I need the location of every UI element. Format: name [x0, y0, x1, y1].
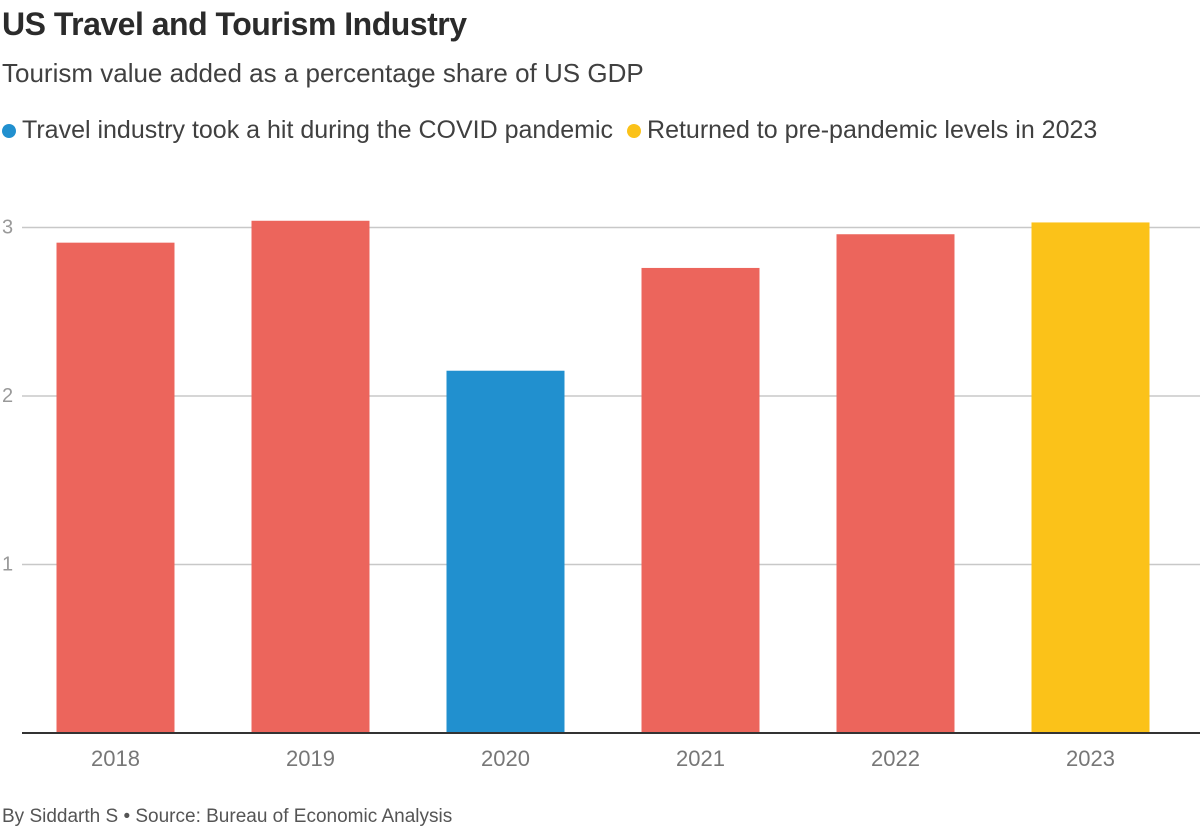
x-tick-label-2020: 2020 [481, 746, 530, 771]
x-tick-label-2023: 2023 [1066, 746, 1115, 771]
bar-2020 [446, 370, 565, 733]
y-tick-label-1: 1 [2, 554, 13, 576]
bar-chart: 1 2 3 2018 2019 2020 2021 2022 2023 [2, 217, 1200, 771]
x-tick-label-2019: 2019 [286, 746, 335, 771]
x-tick-label-2018: 2018 [91, 746, 140, 771]
legend-item-recovery: Returned to pre-pandemic levels in 2023 [627, 116, 1097, 145]
x-tick-label-2022: 2022 [871, 746, 920, 771]
bar-2021 [641, 267, 760, 733]
chart-subtitle: Tourism value added as a percentage shar… [2, 58, 644, 88]
bar-2023 [1031, 222, 1150, 733]
bar-2018 [56, 242, 175, 733]
legend-dot-blue [2, 123, 16, 138]
legend-dot-yellow [627, 123, 642, 138]
x-tick-label-2021: 2021 [676, 746, 725, 771]
legend-label-covid: Travel industry took a hit during the CO… [22, 116, 614, 144]
legend-item-covid: Travel industry took a hit during the CO… [2, 116, 613, 145]
bar-2022 [836, 234, 955, 734]
legend-label-recovery: Returned to pre-pandemic levels in 2023 [647, 116, 1098, 144]
bar-2019 [251, 220, 370, 733]
y-tick-label-3: 3 [2, 217, 13, 239]
source-footer: By Siddarth S • Source: Bureau of Econom… [2, 806, 453, 827]
chart-title: US Travel and Tourism Industry [2, 6, 467, 42]
y-tick-label-2: 2 [2, 385, 13, 407]
legend: Travel industry took a hit during the CO… [2, 116, 1111, 145]
